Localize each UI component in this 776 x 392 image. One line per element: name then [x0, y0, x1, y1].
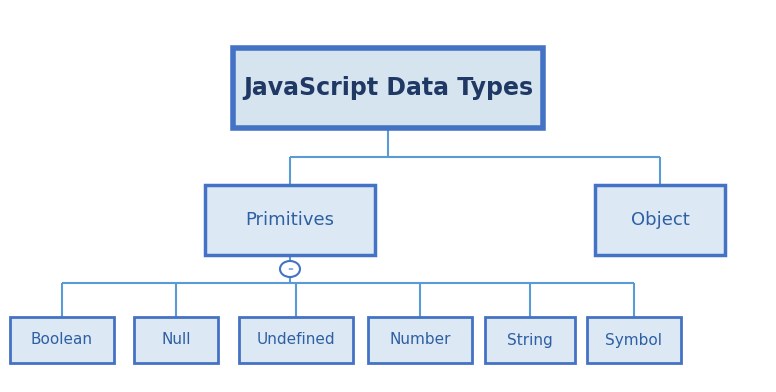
- FancyBboxPatch shape: [485, 317, 575, 363]
- FancyBboxPatch shape: [134, 317, 218, 363]
- Text: Boolean: Boolean: [31, 332, 93, 347]
- Text: Primitives: Primitives: [245, 211, 334, 229]
- FancyBboxPatch shape: [368, 317, 472, 363]
- Text: Symbol: Symbol: [605, 332, 663, 347]
- Ellipse shape: [280, 261, 300, 277]
- FancyBboxPatch shape: [587, 317, 681, 363]
- FancyBboxPatch shape: [595, 185, 725, 255]
- FancyBboxPatch shape: [10, 317, 114, 363]
- FancyBboxPatch shape: [239, 317, 353, 363]
- Text: JavaScript Data Types: JavaScript Data Types: [243, 76, 533, 100]
- Text: Number: Number: [390, 332, 451, 347]
- FancyBboxPatch shape: [233, 48, 543, 128]
- Text: Null: Null: [161, 332, 191, 347]
- Text: Undefined: Undefined: [257, 332, 335, 347]
- Text: Object: Object: [631, 211, 689, 229]
- Text: =: =: [287, 266, 293, 272]
- Text: String: String: [508, 332, 553, 347]
- FancyBboxPatch shape: [205, 185, 375, 255]
